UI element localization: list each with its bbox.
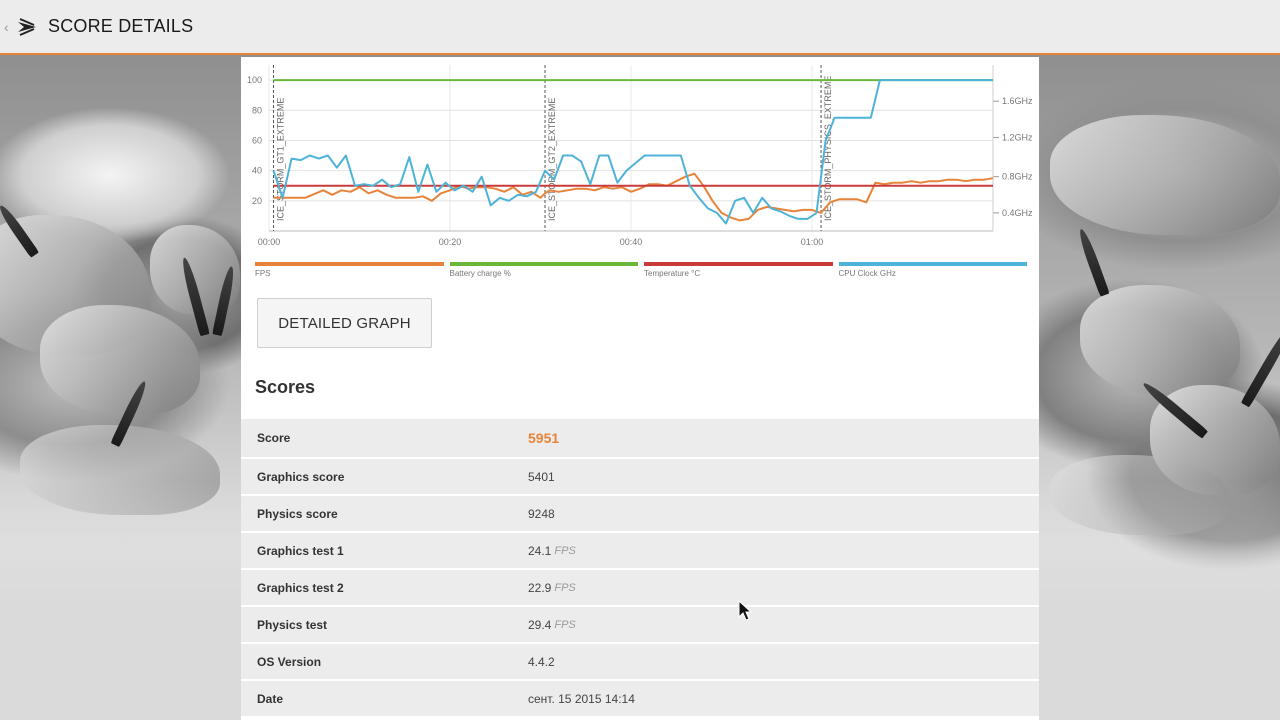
score-row-total: Score 5951 xyxy=(241,419,1039,459)
score-row-physics: Physics score 9248 xyxy=(241,496,1039,533)
x-tick-label: 01:00 xyxy=(801,237,824,247)
scores-table: Score 5951 Graphics score 5401 Physics s… xyxy=(241,419,1039,718)
x-tick-label: 00:40 xyxy=(620,237,643,247)
legend-label-temperature: Temperature °C xyxy=(644,269,701,278)
x-tick-label: 00:20 xyxy=(439,237,462,247)
back-chevron-icon[interactable]: ‹ xyxy=(4,18,9,35)
legend-item-battery: Battery charge % xyxy=(449,262,638,284)
row-label: Score xyxy=(257,431,291,445)
performance-chart-svg: 100 80 60 40 20 1.6GHz 1.2GHz 0.8GHz 0.4GHz 00:00… xyxy=(247,65,1033,247)
score-row-os-version: OS Version 4.4.2 xyxy=(241,644,1039,681)
legend-item-cpu-clock: CPU Clock GHz xyxy=(838,262,1027,284)
row-value: 5951 xyxy=(528,430,560,446)
y-tick-label-left: 40 xyxy=(252,166,262,176)
score-row-graphics-test-1: Graphics test 1 24.1 FPS xyxy=(241,533,1039,570)
scores-heading: Scores xyxy=(255,377,316,397)
benchmark-logo-icon[interactable] xyxy=(16,16,38,38)
y-tick-label-left: 60 xyxy=(252,135,262,145)
x-tick-label: 00:00 xyxy=(258,237,281,247)
row-label: Graphics test 1 xyxy=(257,543,344,558)
score-row-date: Date сент. 15 2015 14:14 xyxy=(241,681,1039,718)
legend-swatch-cpu-clock xyxy=(838,262,1027,266)
legend-swatch-battery xyxy=(449,262,638,266)
legend-swatch-temperature xyxy=(644,262,833,266)
y-tick-label-right: 0.8GHz xyxy=(1002,172,1033,182)
row-value: сент. 15 2015 14:14 xyxy=(528,691,635,706)
legend-label-battery: Battery charge % xyxy=(449,269,511,278)
score-row-graphics-test-2: Graphics test 2 22.9 FPS xyxy=(241,570,1039,607)
test-marker-label: ICE_STORM_GT2_EXTREME xyxy=(547,98,557,221)
detailed-graph-button[interactable]: DETAILED GRAPH xyxy=(257,298,432,348)
mouse-cursor-icon xyxy=(738,600,752,621)
performance-chart: 100 80 60 40 20 1.6GHz 1.2GHz 0.8GHz 0.4GHz 00:00… xyxy=(241,57,1039,262)
row-label: Date xyxy=(257,691,284,706)
test-marker-label: ICE_STORM_GT1_EXTREME xyxy=(276,98,286,221)
row-value: 5401 xyxy=(528,469,555,484)
top-bar: ‹ SCORE DETAILS xyxy=(0,0,1280,55)
row-value: 24.1 xyxy=(528,543,552,558)
row-unit: FPS xyxy=(554,618,576,631)
row-value: 29.4 xyxy=(528,617,552,632)
chart-legend: FPS Battery charge % Temperature °C CPU … xyxy=(255,262,1027,284)
row-label: Physics test xyxy=(257,617,328,632)
legend-label-cpu-clock: CPU Clock GHz xyxy=(838,269,896,278)
row-value: 9248 xyxy=(528,506,555,521)
y-tick-label-left: 100 xyxy=(247,75,262,85)
legend-label-fps: FPS xyxy=(255,269,271,278)
row-label: Graphics test 2 xyxy=(257,580,344,595)
row-label: OS Version xyxy=(257,654,322,669)
row-unit: FPS xyxy=(554,544,576,557)
y-tick-label-left: 20 xyxy=(252,196,262,206)
legend-item-temperature: Temperature °C xyxy=(644,262,833,284)
score-row-physics-test: Physics test 29.4 FPS xyxy=(241,607,1039,644)
series-line-fps xyxy=(273,172,994,222)
y-tick-label-right: 0.4GHz xyxy=(1002,208,1033,218)
legend-item-fps: FPS xyxy=(255,262,444,284)
row-value: 4.4.2 xyxy=(528,654,555,669)
score-row-graphics: Graphics score 5401 xyxy=(241,459,1039,496)
legend-swatch-fps xyxy=(255,262,444,266)
row-value: 22.9 xyxy=(528,580,552,595)
y-tick-label-left: 80 xyxy=(252,105,262,115)
page-title: SCORE DETAILS xyxy=(48,16,194,36)
row-unit: FPS xyxy=(554,581,576,594)
row-label: Physics score xyxy=(257,506,338,521)
row-label: Graphics score xyxy=(257,469,345,484)
y-tick-label-right: 1.2GHz xyxy=(1002,132,1033,142)
y-tick-label-right: 1.6GHz xyxy=(1002,96,1033,106)
score-details-panel: 100 80 60 40 20 1.6GHz 1.2GHz 0.8GHz 0.4GHz 00:00… xyxy=(241,57,1039,720)
test-marker-label: ICE_STORM_PHYSICS_EXTREME xyxy=(823,76,833,221)
series-line-cpu-clock-ghz xyxy=(272,79,993,225)
